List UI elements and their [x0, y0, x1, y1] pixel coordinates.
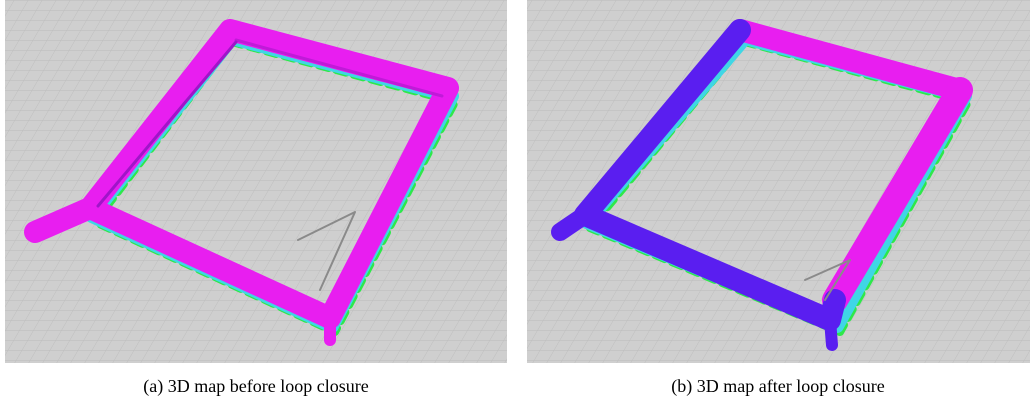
- figure: (a) 3D map before loop closure (b) 3D ma…: [0, 0, 1033, 412]
- panel-a: (a) 3D map before loop closure: [5, 0, 507, 397]
- caption: (a) 3D map before loop closure: [143, 376, 368, 397]
- floor-grid: [5, 0, 507, 363]
- panel-b: (b) 3D map after loop closure: [527, 0, 1030, 397]
- caption: (b) 3D map after loop closure: [671, 376, 884, 397]
